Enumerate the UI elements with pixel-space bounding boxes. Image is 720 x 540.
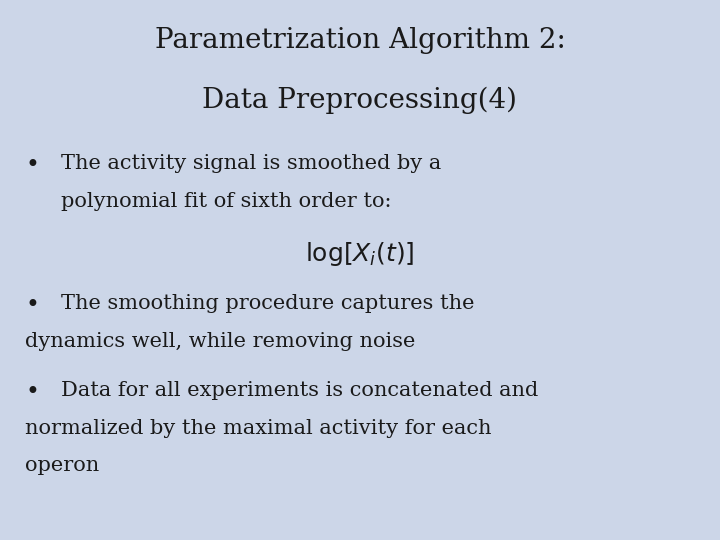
Text: The smoothing procedure captures the: The smoothing procedure captures the bbox=[61, 294, 474, 313]
Text: $\log[X_i(t)]$: $\log[X_i(t)]$ bbox=[305, 240, 415, 268]
Text: •: • bbox=[25, 154, 39, 177]
Text: Data for all experiments is concatenated and: Data for all experiments is concatenated… bbox=[61, 381, 539, 400]
Text: operon: operon bbox=[25, 456, 99, 475]
Text: Data Preprocessing(4): Data Preprocessing(4) bbox=[202, 86, 518, 114]
Text: The activity signal is smoothed by a: The activity signal is smoothed by a bbox=[61, 154, 441, 173]
Text: •: • bbox=[25, 381, 39, 404]
Text: normalized by the maximal activity for each: normalized by the maximal activity for e… bbox=[25, 418, 492, 437]
Text: •: • bbox=[25, 294, 39, 318]
Text: polynomial fit of sixth order to:: polynomial fit of sixth order to: bbox=[61, 192, 392, 211]
Text: Parametrization Algorithm 2:: Parametrization Algorithm 2: bbox=[155, 27, 565, 54]
Text: dynamics well, while removing noise: dynamics well, while removing noise bbox=[25, 332, 415, 351]
